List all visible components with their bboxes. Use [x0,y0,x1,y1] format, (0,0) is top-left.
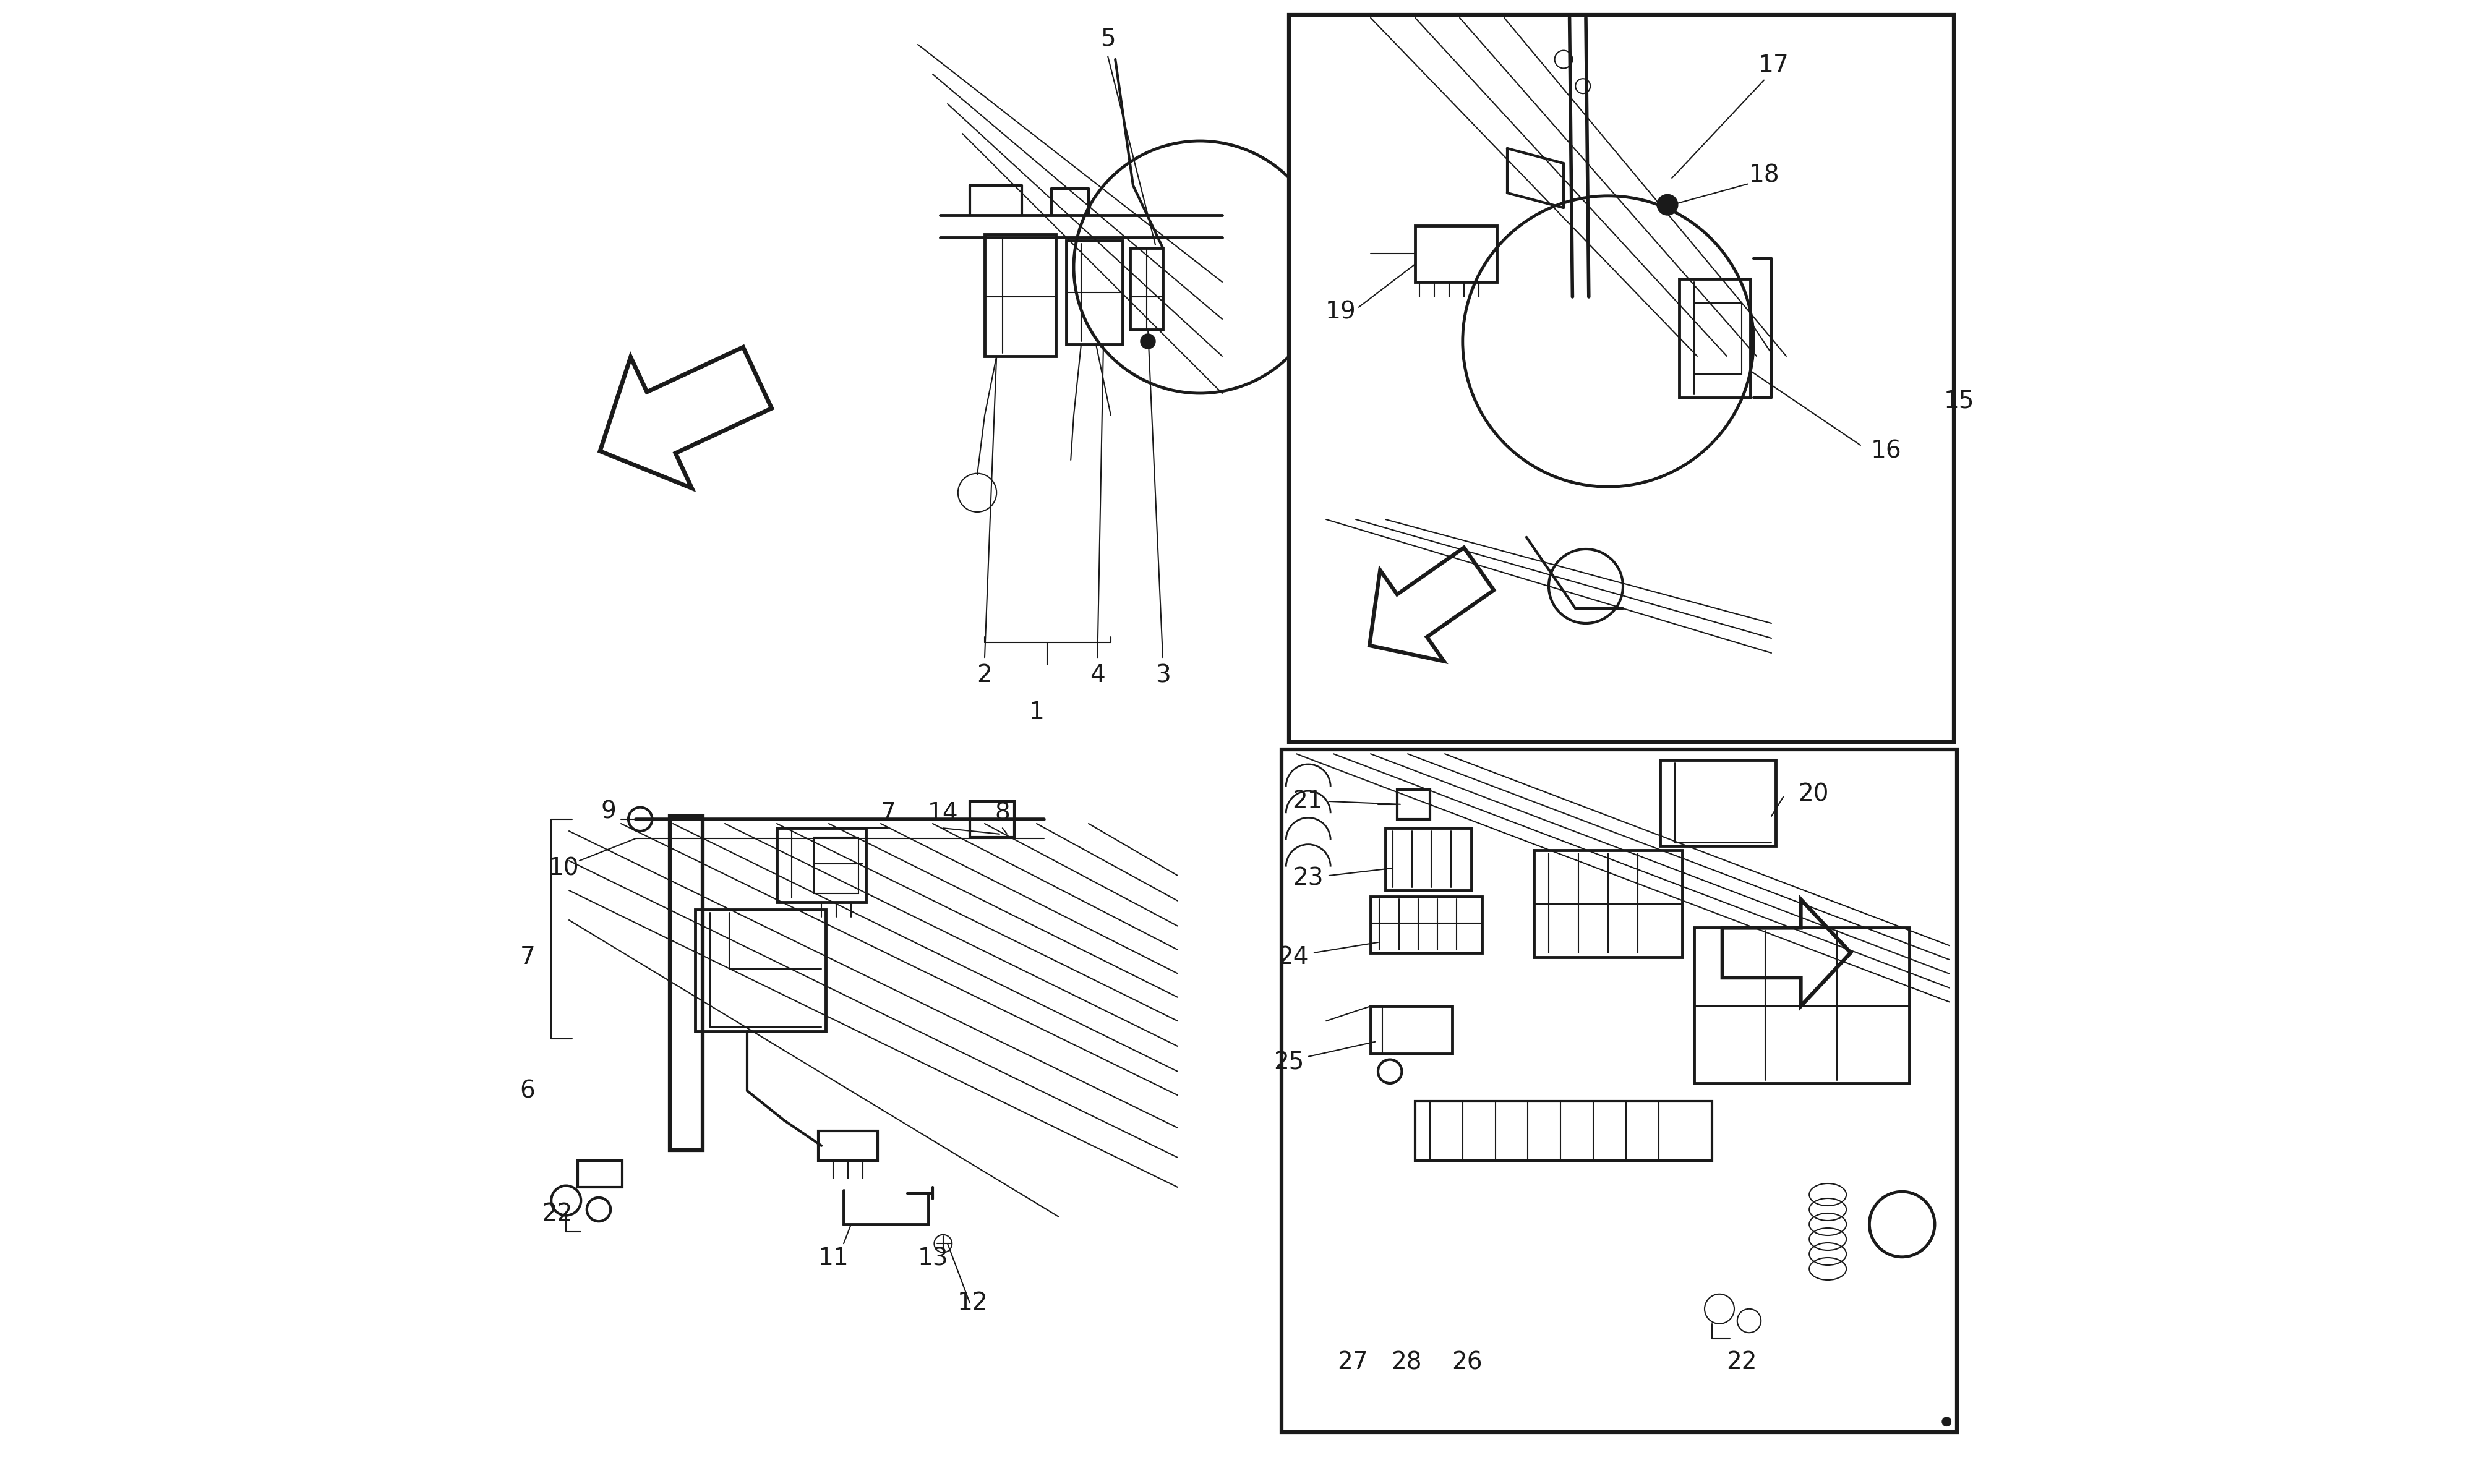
Bar [970,801,1014,837]
Bar [1371,896,1482,953]
Bar [1282,749,1957,1432]
Text: 7: 7 [520,945,534,969]
Circle shape [1141,334,1155,349]
Text: 17: 17 [1759,53,1789,77]
Text: 14: 14 [928,801,957,825]
Text: 5: 5 [1101,27,1116,50]
Text: 12: 12 [957,1291,987,1315]
Bar [695,910,826,1031]
Circle shape [1942,1417,1952,1426]
Bar [1415,1101,1712,1160]
Bar [1680,279,1752,398]
Text: 21: 21 [1291,789,1324,813]
Bar [1534,850,1682,957]
Bar [777,828,866,902]
Text: 18: 18 [1749,163,1779,187]
Text: 3: 3 [1155,663,1170,687]
Text: 1: 1 [1029,700,1044,724]
Text: 6: 6 [520,1079,534,1103]
Text: 16: 16 [1870,439,1903,463]
Polygon shape [601,347,772,488]
Text: 19: 19 [1326,300,1356,324]
Text: 7: 7 [881,801,896,825]
Text: 15: 15 [1945,389,1974,413]
Bar [579,1160,623,1187]
Bar [670,816,703,1150]
Bar [1371,1006,1452,1054]
Text: 4: 4 [1091,663,1106,687]
Bar [1131,248,1163,329]
Text: 13: 13 [918,1247,948,1270]
Text: 26: 26 [1452,1350,1482,1374]
Text: 22: 22 [1727,1350,1757,1374]
Text: 25: 25 [1274,1051,1304,1074]
Text: 10: 10 [549,856,579,880]
Text: 24: 24 [1277,945,1309,969]
Bar [985,234,1056,356]
Text: 28: 28 [1390,1350,1423,1374]
Polygon shape [1722,899,1851,1006]
Text: 23: 23 [1291,867,1324,890]
Text: 20: 20 [1799,782,1828,806]
Text: 9: 9 [601,800,616,824]
Bar [1385,828,1472,890]
Text: 11: 11 [819,1247,849,1270]
Text: 27: 27 [1338,1350,1368,1374]
Bar [814,837,858,893]
Bar [1695,303,1742,374]
Bar [1289,15,1954,742]
Bar [819,1131,878,1160]
Polygon shape [1371,548,1494,662]
Text: 2: 2 [977,663,992,687]
Bar [1695,927,1910,1083]
Bar [1398,789,1430,819]
Bar [1660,760,1776,846]
Bar [1066,240,1123,344]
Bar [1415,226,1497,282]
Circle shape [1658,194,1677,215]
Text: 22: 22 [542,1202,571,1226]
Text: 8: 8 [995,801,1009,825]
